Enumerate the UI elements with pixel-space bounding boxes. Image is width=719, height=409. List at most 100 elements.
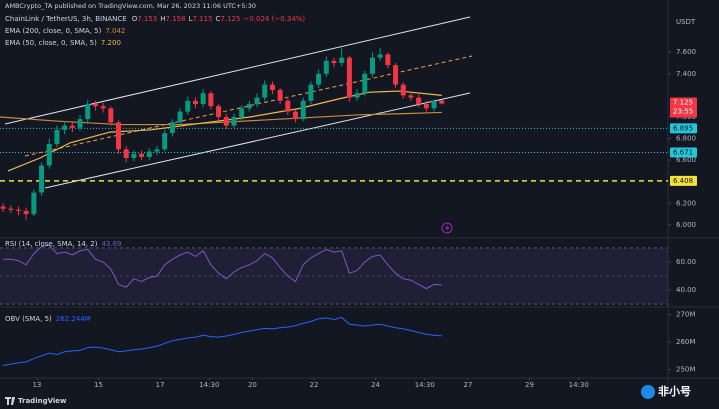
indicator-line <box>2 316 442 366</box>
candle-body <box>239 108 245 117</box>
ohlc-value: 7.153 <box>137 15 157 23</box>
y-tick-label: 7.400 <box>676 70 696 78</box>
candle-body <box>254 97 260 105</box>
candle-body <box>46 143 52 166</box>
candle-body <box>146 151 152 157</box>
ohlc-field: C <box>216 15 221 23</box>
candle-body <box>23 210 29 215</box>
candle-body <box>92 104 98 107</box>
candle-body <box>39 165 45 193</box>
watermark: 非小号 <box>658 384 691 398</box>
candle-body <box>77 119 83 128</box>
watermark-logo <box>641 385 655 399</box>
channel-lower <box>44 92 471 189</box>
y-tick-label: 250M <box>676 366 695 374</box>
candle-body <box>408 95 414 98</box>
candle-body <box>385 54 391 66</box>
candle-body <box>192 100 198 105</box>
ohlc-field: L <box>189 15 193 23</box>
y-tick-label: 6.800 <box>676 135 696 143</box>
candle-body <box>185 100 191 112</box>
level-label-bg <box>670 175 697 186</box>
candle-body <box>316 73 322 85</box>
candle-body <box>31 192 37 215</box>
level-label-bg <box>670 123 697 134</box>
alert-icon <box>441 222 453 234</box>
level-label-bg <box>670 147 697 158</box>
symbol-legend: ChainLink / TetherUS, 3h, BINANCE O7.153 H… <box>5 15 305 23</box>
last-price-bg <box>670 97 697 118</box>
level-label: 6.895 <box>673 124 693 132</box>
candle-body <box>223 116 229 126</box>
ema-name: EMA (200, close, 0, SMA, 5) <box>5 27 102 35</box>
candle-body <box>246 104 252 109</box>
candle-body <box>208 93 214 107</box>
channel-upper <box>4 16 471 125</box>
candle-body <box>100 106 106 109</box>
candle-body <box>323 60 329 74</box>
candle-body <box>0 206 6 209</box>
candle-body <box>423 104 429 109</box>
candle-body <box>400 84 406 96</box>
alert-icon-bolt <box>445 224 450 232</box>
x-tick-label: 24 <box>371 381 380 389</box>
countdown: 23:55 <box>673 107 693 115</box>
publisher: AMBCrypto_TA published on TradingView.co… <box>5 2 256 10</box>
x-tick-label: 27 <box>463 381 472 389</box>
rsi-band <box>0 247 668 305</box>
change: −0.024 (−0.34%) <box>243 15 305 23</box>
candle-body <box>369 57 375 74</box>
candle-body <box>54 129 60 144</box>
ema-value: 7.200 <box>101 39 121 47</box>
x-tick-label: 15 <box>94 381 103 389</box>
candle-body <box>231 116 237 126</box>
candle-body <box>354 93 360 98</box>
currency: USDT <box>676 18 696 26</box>
candle-body <box>69 125 75 128</box>
x-tick-label: 29 <box>525 381 534 389</box>
y-tick-label: 60.00 <box>676 258 696 266</box>
last-price-label: 7.125 <box>673 98 693 106</box>
candle-body <box>154 149 160 152</box>
candle-body <box>162 133 168 150</box>
candle-body <box>308 84 314 101</box>
panes: 6.0006.2006.6006.8007.0007.4007.600USDT6… <box>0 15 697 389</box>
candle-body <box>339 57 345 64</box>
candle-body <box>8 208 14 210</box>
indicator-title: OBV (SMA, 5) <box>5 315 52 323</box>
x-tick-label: 14:30 <box>199 381 219 389</box>
y-tick-label: 40.00 <box>676 286 696 294</box>
ema-value: 7.042 <box>105 27 125 35</box>
indicator-value: 262.244M <box>56 315 91 323</box>
x-tick-label: 17 <box>156 381 165 389</box>
x-tick-label: 20 <box>248 381 257 389</box>
candle-body <box>108 108 114 123</box>
candle-body <box>131 153 137 158</box>
ohlc-value: 7.158 <box>166 15 186 23</box>
ohlc-field: H <box>160 15 165 23</box>
candle-body <box>139 153 145 157</box>
ema-name: EMA (50, close, 0, SMA, 5) <box>5 39 97 47</box>
candle-body <box>277 90 283 101</box>
footer-logo <box>5 397 15 405</box>
candle-body <box>177 111 183 123</box>
y-tick-label: 270M <box>676 311 695 319</box>
x-tick-label: 13 <box>32 381 41 389</box>
candle-body <box>216 106 222 117</box>
candle-body <box>85 104 91 120</box>
candle-body <box>331 60 337 64</box>
candle-body <box>393 65 399 85</box>
candle-body <box>439 100 445 104</box>
y-tick-label: 6.200 <box>676 199 696 207</box>
ema-legend: EMA (50, close, 0, SMA, 5) 7.200 <box>5 39 121 47</box>
candle-body <box>416 97 422 105</box>
candle-body <box>431 100 437 109</box>
level-label: 6.408 <box>673 177 693 185</box>
indicator-line <box>3 244 442 290</box>
ohlc-value: 7.125 <box>220 15 240 23</box>
candle-body <box>285 100 291 112</box>
candle-body <box>200 93 206 105</box>
